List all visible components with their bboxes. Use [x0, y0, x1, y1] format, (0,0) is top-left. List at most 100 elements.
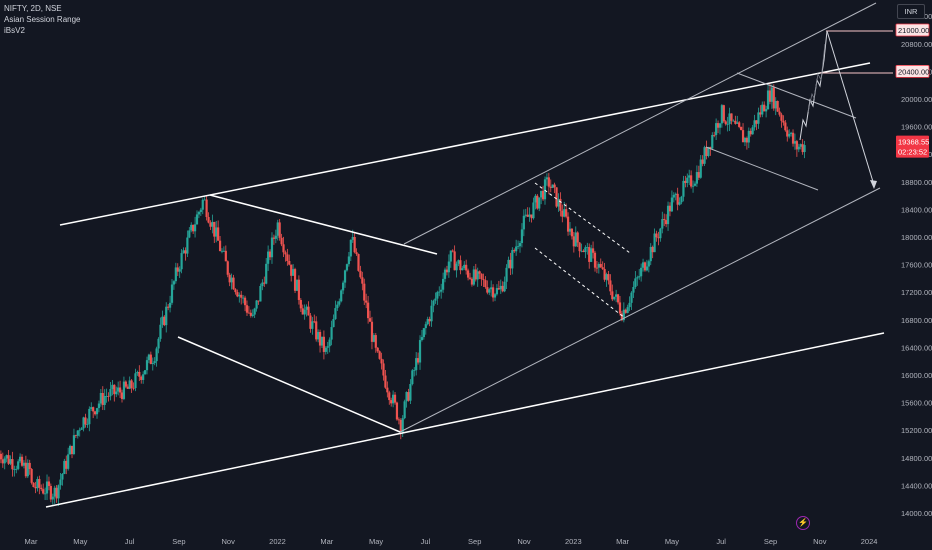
candle-body [757, 112, 760, 124]
candle-body [732, 120, 735, 122]
candle-body [226, 261, 229, 275]
candle-body [5, 455, 8, 459]
candle-body [705, 147, 708, 157]
descending-channel-top[interactable] [209, 194, 438, 255]
candle-body [643, 262, 647, 271]
candle-body [15, 468, 18, 470]
candle-body [688, 175, 691, 178]
projection-path[interactable] [799, 30, 828, 141]
candle-body [11, 459, 14, 470]
candle-body [336, 304, 339, 309]
candle-body [293, 269, 297, 291]
level-price-tag-text: 21000.00 [898, 26, 929, 35]
candle-body [530, 214, 533, 219]
dashed-channel-top[interactable] [534, 182, 631, 254]
candle-body [474, 269, 477, 280]
candle-body [311, 321, 314, 329]
candle-body [286, 254, 289, 261]
candle-body [345, 264, 349, 271]
candle-body [192, 224, 195, 232]
candle-body [736, 122, 739, 124]
candle-body [649, 246, 652, 262]
candle-body [399, 419, 402, 433]
indicator-asian-session[interactable]: Asian Session Range [4, 15, 81, 24]
candle-body [397, 419, 400, 421]
candle-body [128, 380, 131, 389]
lightning-icon[interactable]: ⚡ [796, 516, 810, 530]
candle-body [415, 358, 418, 371]
recent-channel-top[interactable] [736, 72, 857, 119]
upper-channel-line[interactable] [59, 62, 871, 226]
candle-body [297, 279, 300, 300]
last-price-tag[interactable] [896, 135, 929, 158]
x-tick-label: 2023 [565, 537, 582, 546]
candle-body [418, 340, 422, 363]
candle-body [365, 300, 368, 303]
candle-body [613, 296, 616, 300]
candle-body [603, 268, 606, 280]
candle-body [193, 224, 197, 232]
candle-body [622, 309, 625, 321]
candle-body [411, 370, 414, 385]
candle-body [536, 195, 539, 209]
candle-body [328, 339, 331, 347]
candle-body [78, 429, 81, 431]
candle-body [274, 235, 277, 239]
recent-channel-bottom[interactable] [705, 146, 819, 191]
candle-body [34, 487, 37, 489]
candle-body [672, 194, 675, 198]
candle-body [253, 308, 256, 315]
candle-body [440, 289, 443, 292]
indicator-ibsv2[interactable]: iBsV2 [4, 26, 25, 35]
level-price-tag[interactable] [895, 23, 930, 37]
candle-body [272, 237, 276, 239]
candle-body [468, 277, 472, 279]
candle-body [657, 237, 660, 239]
thin-channel-top[interactable] [403, 2, 877, 245]
candle-body [541, 190, 545, 200]
symbol-title[interactable]: NIFTY, 2D, NSE [4, 4, 62, 13]
candle-body [180, 253, 183, 270]
candle-body [99, 392, 102, 404]
candle-body [407, 392, 410, 401]
candle-body [247, 312, 251, 314]
projection-drop-line[interactable] [826, 30, 875, 186]
candle-body [357, 254, 360, 271]
candle-body [615, 294, 618, 297]
candle-body [393, 394, 397, 403]
thin-channel-bottom[interactable] [399, 187, 881, 433]
level-price-tag[interactable] [895, 65, 930, 78]
candle-body [126, 386, 129, 389]
y-tick-label: 15600.00 [901, 399, 932, 408]
candle-body [511, 250, 514, 269]
candle-body [68, 445, 72, 455]
descending-channel-bottom[interactable] [177, 336, 401, 433]
candle-body [699, 159, 702, 178]
candle-body [803, 145, 806, 153]
lower-channel-line[interactable] [45, 332, 885, 508]
candle-body [409, 384, 412, 401]
currency-button[interactable]: INR [897, 4, 925, 19]
candle-body [172, 281, 176, 285]
candle-body [130, 380, 133, 388]
candle-body [553, 184, 556, 188]
candle-body [428, 318, 431, 322]
dashed-channel-bottom[interactable] [534, 247, 626, 319]
candle-body [0, 453, 2, 460]
candle-body [136, 371, 139, 374]
candle-body [32, 482, 35, 488]
candle-body [709, 146, 712, 149]
candle-body [330, 327, 333, 340]
x-tick-label: 2022 [269, 537, 286, 546]
candle-body [722, 105, 725, 122]
candle-body [88, 408, 91, 425]
candle-body [638, 276, 641, 278]
candle-body [238, 294, 241, 297]
candle-body [795, 141, 798, 150]
candle-body [413, 370, 416, 371]
candle-body [120, 392, 124, 399]
candle-body [495, 288, 499, 295]
candle-body [176, 267, 179, 272]
